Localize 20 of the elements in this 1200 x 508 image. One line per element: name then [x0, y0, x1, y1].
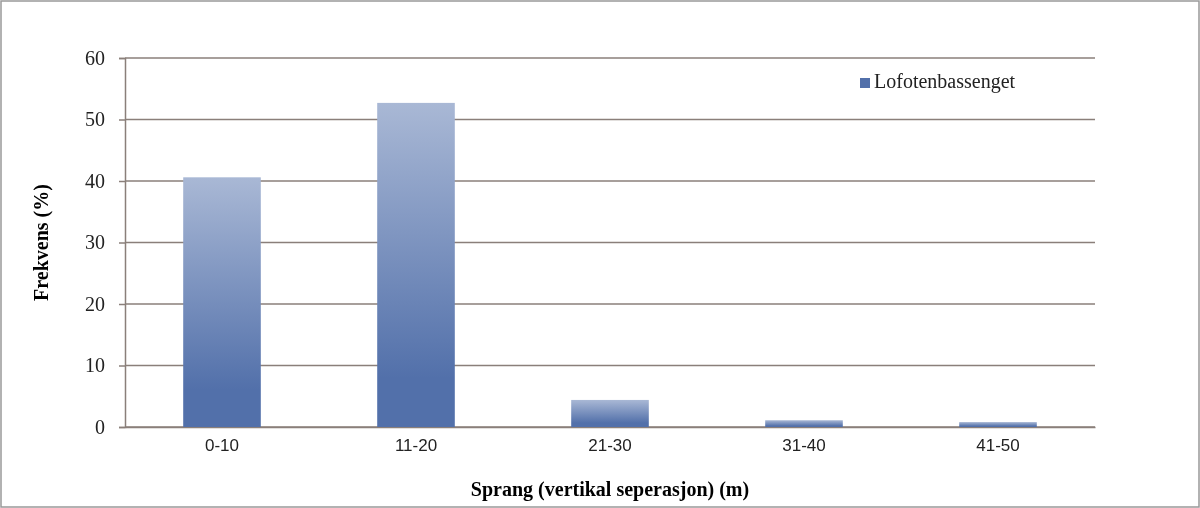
bar — [571, 399, 649, 427]
y-tick-label: 40 — [85, 169, 105, 192]
x-axis-title: Sprang (vertikal seperasjon) (m) — [470, 478, 750, 501]
y-tick-label: 20 — [85, 292, 105, 315]
x-tick-label: 41-50 — [976, 436, 1020, 456]
x-tick-label: 11-20 — [394, 436, 438, 456]
x-tick-label: 31-40 — [782, 436, 826, 456]
bar — [377, 102, 455, 427]
x-tick-label: 21-30 — [588, 436, 632, 456]
y-axis-title: Frekvens (%) — [30, 184, 53, 301]
y-tick-label: 60 — [85, 46, 105, 69]
bar — [959, 422, 1037, 427]
legend-label: Lofotenbassenget — [874, 70, 1016, 93]
y-tick-label: 50 — [85, 108, 105, 131]
bar — [765, 420, 843, 427]
x-tick-label: 0-10 — [204, 436, 240, 456]
y-tick-label: 0 — [95, 415, 105, 438]
bar — [183, 177, 261, 427]
y-tick-label: 30 — [85, 231, 105, 254]
y-tick-label: 10 — [85, 354, 105, 377]
